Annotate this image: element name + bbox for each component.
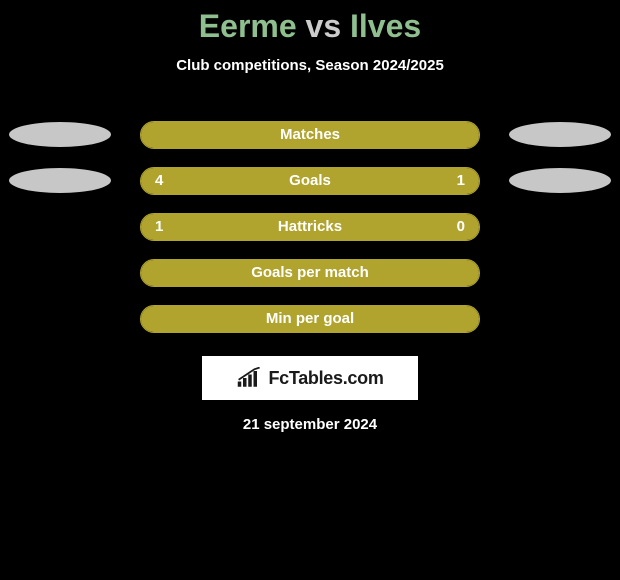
left-value-ellipse: [9, 122, 111, 147]
stat-bar: Goals4 1: [140, 167, 480, 195]
stat-rows: MatchesGoals41Hattricks10Goals per match…: [0, 112, 620, 342]
stat-row: Hattricks1 0: [0, 204, 620, 250]
stat-bar: Goals per match: [140, 259, 480, 287]
player2-name: Ilves: [350, 8, 421, 44]
left-value-ellipse: [9, 168, 111, 193]
stat-value-right: 0: [457, 214, 465, 240]
title: Eerme vs Ilves: [0, 8, 620, 45]
stat-row: Goals per match: [0, 250, 620, 296]
stat-label: Hattricks: [141, 214, 479, 240]
player1-name: Eerme: [199, 8, 297, 44]
stat-bar: Matches: [140, 121, 480, 149]
stat-value-right: 1: [457, 168, 465, 194]
date-label: 21 september 2024: [0, 416, 620, 433]
stat-row: Min per goal: [0, 296, 620, 342]
stat-bar: Hattricks1 0: [140, 213, 480, 241]
brand-box: FcTables.com: [202, 356, 418, 400]
chart-icon: [236, 367, 264, 389]
stat-label: Goals per match: [141, 260, 479, 286]
stat-bar: Min per goal: [140, 305, 480, 333]
subtitle: Club competitions, Season 2024/2025: [0, 57, 620, 74]
vs-label: vs: [306, 8, 342, 44]
infographic-container: Eerme vs Ilves Club competitions, Season…: [0, 0, 620, 433]
stat-label: Matches: [141, 122, 479, 148]
stat-value-left: 4: [155, 168, 163, 194]
right-value-ellipse: [509, 168, 611, 193]
right-value-ellipse: [509, 122, 611, 147]
stat-row: Matches: [0, 112, 620, 158]
stat-row: Goals4 1: [0, 158, 620, 204]
stat-label: Min per goal: [141, 306, 479, 332]
stat-value-left: 1: [155, 214, 163, 240]
brand-text: FcTables.com: [268, 368, 383, 389]
stat-label: Goals: [141, 168, 479, 194]
